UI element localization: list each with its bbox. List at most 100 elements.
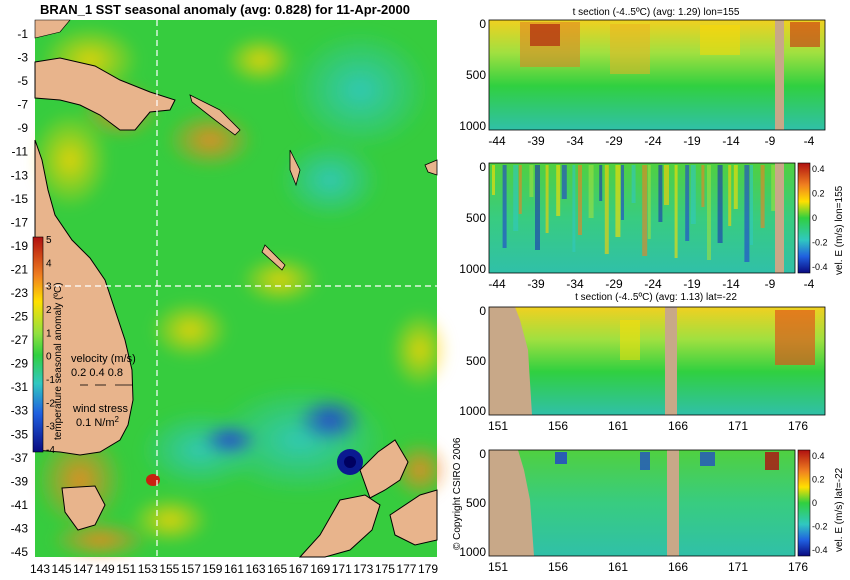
lat-tick-label: -31 [11, 380, 29, 394]
lon-tick-label: 159 [202, 562, 222, 576]
section-x-tick-label: -44 [488, 134, 506, 148]
vel-colorbar-tick-label: -0.4 [812, 262, 828, 272]
colorbar-tick-label: 4 [46, 258, 52, 269]
colorbar-tick-label: -1 [46, 375, 55, 386]
section-x-tick-label: 171 [728, 419, 748, 433]
lon-tick-label: 167 [289, 562, 309, 576]
colorbar-tick-label: -4 [46, 445, 55, 456]
section-x-tick-label: -24 [644, 134, 662, 148]
section-y-tick-label: 0 [479, 17, 486, 31]
lon-tick-label: 177 [396, 562, 416, 576]
section-x-tick-label: -29 [605, 277, 623, 291]
vel-colorbar-tick-label: 0.2 [812, 475, 825, 485]
panel-t-lon155: t section (-4..5ºC) (avg: 1.29) lon=155 … [459, 7, 826, 148]
colorbar-tick-label: 1 [46, 328, 52, 339]
vel-colorbar-tick-label: -0.2 [812, 522, 828, 532]
section-x-tick-label: 171 [728, 560, 748, 574]
vel-colorbar-tick-label: 0.2 [812, 189, 825, 199]
section-y-tick-label: 500 [466, 354, 486, 368]
section-x-tick-label: -44 [488, 277, 506, 291]
sst-map [30, 19, 450, 560]
lat-tick-label: -45 [11, 545, 29, 559]
lon-tick-label: 165 [267, 562, 287, 576]
lon-tick-label: 157 [181, 562, 201, 576]
section-x-tick-label: -19 [683, 277, 701, 291]
lat-tick-label: -17 [11, 215, 29, 229]
section-x-tick-label: 161 [608, 419, 628, 433]
section-y-tick-label: 0 [479, 304, 486, 318]
section-x-tick-label: 166 [668, 419, 688, 433]
colorbar-label: temperature seasonal anomaly (ºC) [53, 282, 64, 440]
section-x-tick-label: -34 [566, 134, 584, 148]
section-x-tick-label: -4 [804, 134, 815, 148]
wind-legend: wind stress 0.1 N/m2 [72, 403, 129, 429]
lon-tick-label: 155 [159, 562, 179, 576]
velocity-legend-values: 0.2 0.4 0.8 [71, 367, 123, 379]
lon-tick-label: 169 [310, 562, 330, 576]
lat-tick-label: -5 [17, 74, 28, 88]
panel1-title: t section (-4..5ºC) (avg: 1.29) lon=155 [573, 7, 740, 18]
panel-vel-lon155: 0.4 0.2 0 -0.2 -0.4 vel. E (m/s) lon=155 -44… [459, 160, 845, 291]
section-x-tick-label: 161 [608, 560, 628, 574]
wind-legend-label: wind stress [72, 403, 129, 415]
panel2-colorbar-label: vel. E (m/s) lon=155 [834, 185, 845, 275]
section-x-tick-label: -4 [804, 277, 815, 291]
lat-tick-label: -23 [11, 286, 29, 300]
section-x-tick-label: -9 [765, 277, 776, 291]
lat-tick-label: -35 [11, 427, 29, 441]
lat-tick-label: -25 [11, 310, 29, 324]
lon-tick-label: 173 [353, 562, 373, 576]
lon-tick-label: 149 [95, 562, 115, 576]
vel-colorbar-tick-label: -0.4 [812, 545, 828, 555]
lat-tick-label: -43 [11, 521, 29, 535]
colorbar-tick-label: -3 [46, 422, 55, 433]
section-x-tick-label: 156 [548, 419, 568, 433]
section-y-tick-label: 1000 [459, 119, 486, 133]
panel4-colorbar-label: vel. E (m/s) lat=-22 [834, 467, 845, 552]
section-x-tick-label: -24 [644, 277, 662, 291]
lat-tick-label: -41 [11, 498, 29, 512]
sst-colorbar: 5 4 3 2 1 0 -1 -2 -3 -4 temperature seasonal anom… [32, 235, 64, 456]
panel-t-lat22: t section (-4..5ºC) (avg: 1.13) lat=-22 … [459, 292, 826, 433]
map-lon-ticks: 143 145 147 149 151 153 155 157 159 161 163 165 167 1… [30, 562, 438, 576]
section-x-tick-label: -39 [527, 134, 545, 148]
section-x-tick-label: -39 [527, 277, 545, 291]
lon-tick-label: 179 [418, 562, 438, 576]
lat-tick-label: -29 [11, 357, 29, 371]
section-x-tick-label: -19 [683, 134, 701, 148]
velocity-legend: velocity (m/s) 0.2 0.4 0.8 [71, 353, 136, 386]
section-x-tick-label: 156 [548, 560, 568, 574]
wind-legend-value: 0.1 N/m2 [76, 415, 120, 429]
section-y-tick-label: 500 [466, 68, 486, 82]
colorbar-tick-label: -2 [46, 398, 55, 409]
section-y-tick-label: 1000 [459, 545, 486, 559]
lat-tick-label: -9 [17, 121, 28, 135]
lat-tick-label: -13 [11, 168, 29, 182]
lat-tick-label: -39 [11, 474, 29, 488]
vel-colorbar-tick-label: 0.4 [812, 451, 825, 461]
section-x-tick-label: 151 [488, 419, 508, 433]
lon-tick-label: 161 [224, 562, 244, 576]
section-x-tick-label: -9 [765, 134, 776, 148]
panel3-title: t section (-4..5ºC) (avg: 1.13) lat=-22 [575, 292, 737, 303]
colorbar-tick-label: 3 [46, 282, 52, 293]
velocity-legend-label: velocity (m/s) [71, 353, 136, 365]
vel-colorbar-tick-label: 0.4 [812, 164, 825, 174]
vel-colorbar-tick-label: 0 [812, 213, 817, 223]
section-y-tick-label: 1000 [459, 262, 486, 276]
panel-vel-lat22: 0.4 0.2 0 -0.2 -0.4 vel. E (m/s) lat=-22 151… [459, 447, 845, 574]
lat-tick-label: -33 [11, 404, 29, 418]
section-x-tick-label: -29 [605, 134, 623, 148]
section-x-tick-label: -14 [722, 277, 740, 291]
section-x-tick-label: 151 [488, 560, 508, 574]
lat-tick-label: -27 [11, 333, 29, 347]
vel-colorbar-tick-label: 0 [812, 498, 817, 508]
lat-tick-label: -15 [11, 192, 29, 206]
copyright-note: © Copyright CSIRO 2006 [452, 437, 463, 550]
vel-colorbar-tick-label: -0.2 [812, 238, 828, 248]
lon-tick-label: 145 [52, 562, 72, 576]
lon-tick-label: 163 [246, 562, 266, 576]
map-lat-ticks: -1 -3 -5 -7 -9 -11 -13 -15 -17 -19 -21 -23 -25 -27 -29… [11, 27, 29, 559]
section-y-tick-label: 500 [466, 496, 486, 510]
